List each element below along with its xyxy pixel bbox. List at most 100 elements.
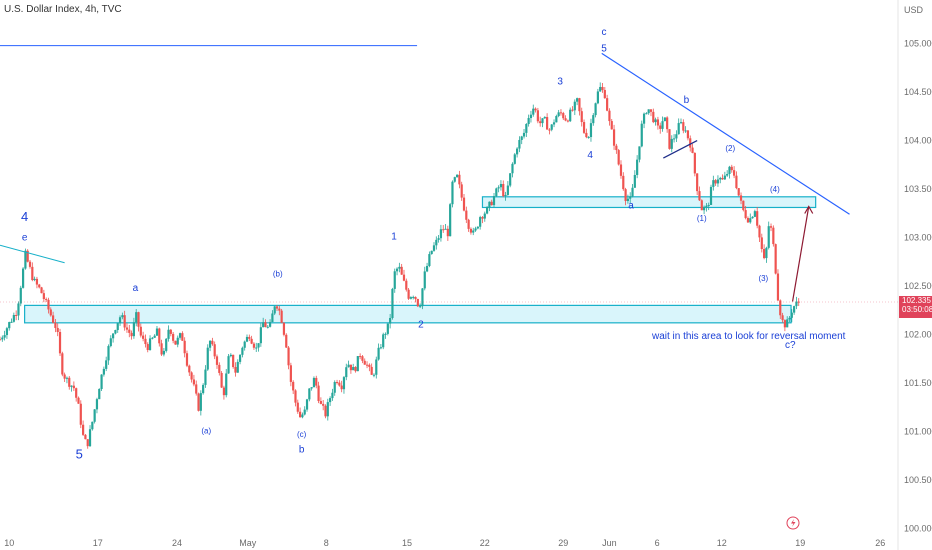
candle-body [155,328,159,336]
candle-body [282,322,286,335]
candle-body [382,334,385,348]
candle-body [652,111,655,123]
candle-body [518,139,521,149]
candle-body [522,132,526,137]
price-tick: 100.500 [904,475,932,485]
time-tick: 17 [93,538,103,548]
candle-body [241,347,244,355]
candle-body [509,173,512,186]
candle-body [236,361,239,373]
candle-body [435,239,438,246]
candle-body [391,288,394,318]
candle-body [502,183,505,197]
candle-body [275,306,279,309]
candle-body [114,330,117,334]
candle-body [423,271,426,289]
candle-body [79,403,82,425]
candle-body [698,191,701,201]
candle-body [243,341,246,348]
candle-body [100,374,103,390]
candle-body [432,245,436,251]
candle-body [354,367,357,372]
candle-body [534,108,537,111]
candle-body [372,374,376,376]
candle-body [631,187,634,197]
candle-body [585,132,588,138]
candle-body [255,347,258,349]
candle-body [82,424,85,435]
price-tick: 105.000 [904,39,932,49]
candle-body [232,354,235,368]
wave-label: (c) [297,430,307,439]
candle-body [709,186,713,205]
candle-body [405,280,408,290]
candle-body [525,123,528,133]
candle-body [359,356,362,358]
candle-body [520,136,523,140]
candle-body [365,364,369,366]
candle-body [211,340,214,345]
candle-body [61,353,64,375]
annotation-note: wait in this area to look for reversal m… [651,331,846,342]
candle-body [135,312,138,323]
candle-body [10,321,13,323]
candle-body [416,299,419,307]
candle-body [679,122,683,124]
candle-body [317,385,320,402]
candle-body [536,110,539,122]
candle-body [102,368,105,375]
candle-body [40,287,43,294]
candle-body [571,109,574,111]
candle-body [693,152,696,174]
candles-layer [0,82,800,449]
lightning-icon[interactable] [786,516,800,530]
candle-body [153,335,156,338]
candle-body [148,338,152,351]
candle-body [608,110,611,122]
candle-body [118,317,122,324]
candle-body [0,339,2,341]
candle-body [444,228,447,230]
candle-body [594,103,597,116]
candle-body [47,299,50,310]
candle-body [130,332,133,337]
candle-body [453,177,456,182]
candle-body [121,315,124,318]
candle-body [26,250,29,262]
candle-body [469,228,473,233]
price-tick: 101.000 [904,426,932,436]
candle-body [206,347,209,370]
wave-label: a [133,283,139,294]
wave-label: (2) [725,144,735,153]
price-tick: 101.500 [904,378,932,388]
candle-body [481,217,484,219]
candle-body [15,314,18,316]
candle-body [606,98,609,111]
candle-body [86,439,89,447]
candle-body [511,163,514,174]
wave-label: 3 [557,76,563,87]
candle-body [705,205,708,207]
candle-body [569,109,572,122]
current-price-tag-bg [899,295,932,318]
candle-body [633,174,636,188]
candle-body [338,382,341,386]
candle-body [213,344,216,357]
candle-body [402,274,406,281]
candle-body [137,312,140,327]
candle-body [142,335,145,339]
wave-label: (3) [758,274,768,283]
candle-body [587,137,590,139]
time-axis: 10 17 24 May 8 15 22 29 Jun 6 12 19 26 [4,538,885,548]
candle-body [670,138,673,149]
candle-body [672,138,676,140]
candle-body [340,385,343,390]
candle-body [178,333,182,338]
candle-body [98,389,101,400]
drawing-lines-layer [0,45,850,302]
candle-body [95,399,99,410]
candle-body [17,303,20,316]
candle-body [105,360,108,369]
candle-body [642,113,646,124]
